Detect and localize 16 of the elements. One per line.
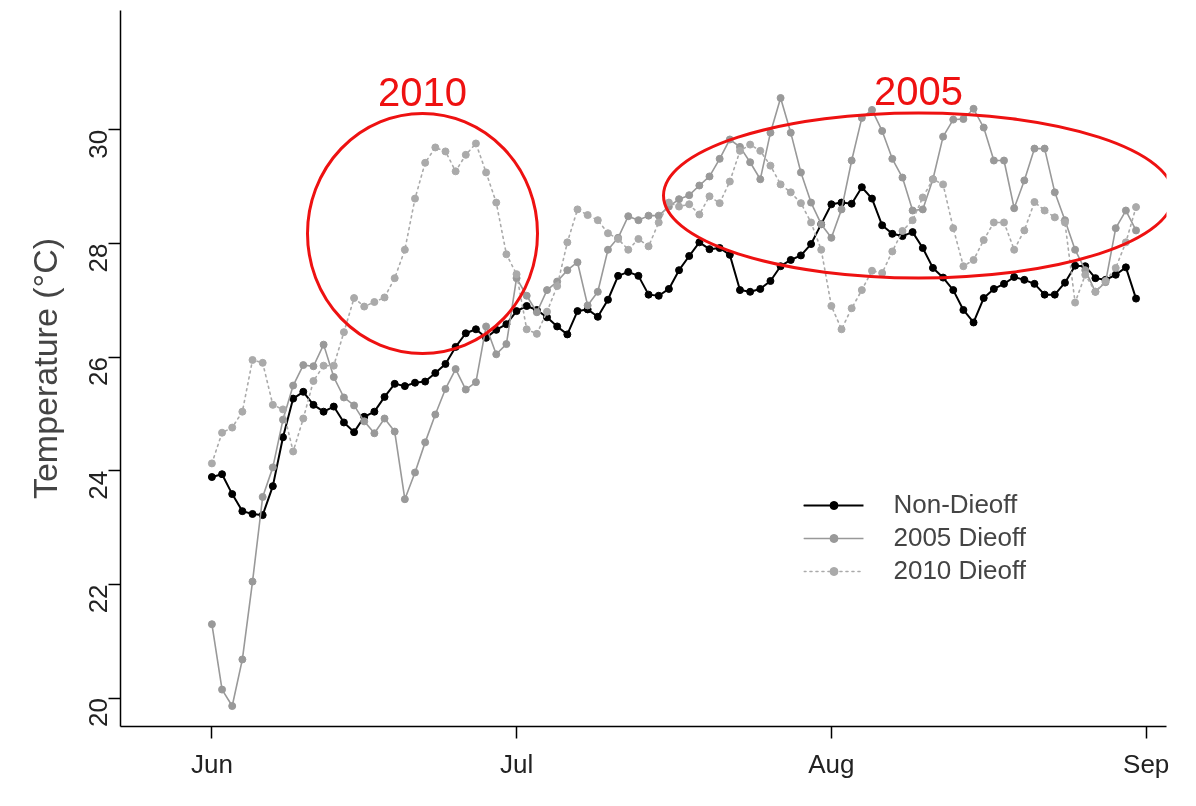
annotation: 2010 [378, 69, 467, 114]
y-tick-label: 30 [83, 129, 114, 159]
x-tick-label: Jul [499, 748, 534, 779]
y-tick-label: 24 [83, 470, 114, 500]
x-tick-label: Aug [808, 748, 855, 779]
legend-label: Non-Dieoff [893, 489, 1018, 520]
y-tick-label: 26 [83, 357, 114, 387]
x-tick-label: Sep [1123, 748, 1170, 779]
legend-label: 2010 Dieoff [893, 555, 1026, 586]
legend-label: 2005 Dieoff [893, 522, 1026, 553]
y-axis-title: Temperature (°C) [25, 237, 64, 500]
y-tick-label: 28 [83, 243, 114, 273]
annotation: 2005 [874, 69, 963, 113]
y-tick-label: 20 [83, 698, 114, 728]
y-tick-label: 22 [83, 584, 114, 614]
x-tick-label: Jun [190, 748, 233, 779]
